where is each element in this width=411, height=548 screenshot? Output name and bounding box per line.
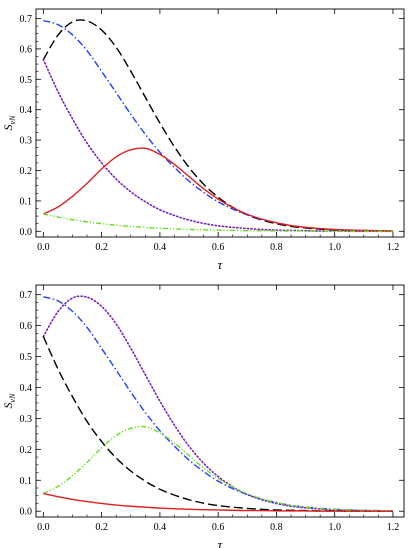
y-tick-label: 0.0 [20,507,33,518]
y-axis-label: SvN [1,393,17,409]
y-tick-label: 0.3 [20,414,33,425]
x-tick-label: 0.0 [37,242,50,253]
y-tick-label: 0.5 [20,75,33,86]
y-tick-label: 0.2 [20,445,33,456]
x-tick-label: 1.0 [328,522,341,533]
x-axis-label: τ [218,257,224,272]
y-tick-label: 0.6 [20,44,33,55]
x-tick-label: 1.0 [328,242,341,253]
y-tick-label: 0.3 [20,136,33,147]
x-tick-label: 0.2 [95,242,108,253]
x-tick-label: 0.6 [212,242,225,253]
y-tick-label: 0.1 [20,476,33,487]
x-tick-label: 0.8 [270,242,283,253]
x-tick-label: 0.0 [37,522,50,533]
chart-panel-1: 0.0 0.2 0.4 0.6 0.8 1.0 1.2 0.0 0.1 0.2 0.3 0.4 0.5 0… [1,8,405,272]
y-tick-label: 0.4 [20,383,33,394]
series-line-4 [43,147,393,232]
y-tick-label: 0.1 [20,196,33,207]
plot-frame [35,284,405,518]
x-tick-label: 0.4 [154,242,167,253]
y-axis-label: SvN [1,115,17,131]
series-line-5 [43,492,393,512]
y-tick-label: 0.0 [20,227,33,238]
x-tick-label: 1.2 [387,522,400,533]
y-tick-label: 0.2 [20,166,33,177]
x-tick-label: 0.8 [270,522,283,533]
series-line-3 [42,336,393,512]
x-tick-label: 0.2 [95,522,108,533]
x-tick-label: 1.2 [387,242,400,253]
series-line-5 [43,213,393,233]
x-tick-label: 0.4 [154,522,167,533]
x-axis-label: τ [218,537,224,548]
chart-panel-2: 0.0 0.2 0.4 0.6 0.8 1.0 1.2 0.0 0.1 0.2 0.3 0.4 0.5 0… [1,284,405,548]
y-tick-label: 0.5 [20,352,33,363]
x-tick-label: 0.6 [212,522,225,533]
y-tick-label: 0.4 [20,105,33,116]
plot-frame [35,8,405,238]
y-tick-label: 0.6 [20,321,33,332]
y-tick-label: 0.7 [20,290,33,301]
series-line-4 [43,425,393,512]
y-tick-label: 0.7 [20,14,33,25]
